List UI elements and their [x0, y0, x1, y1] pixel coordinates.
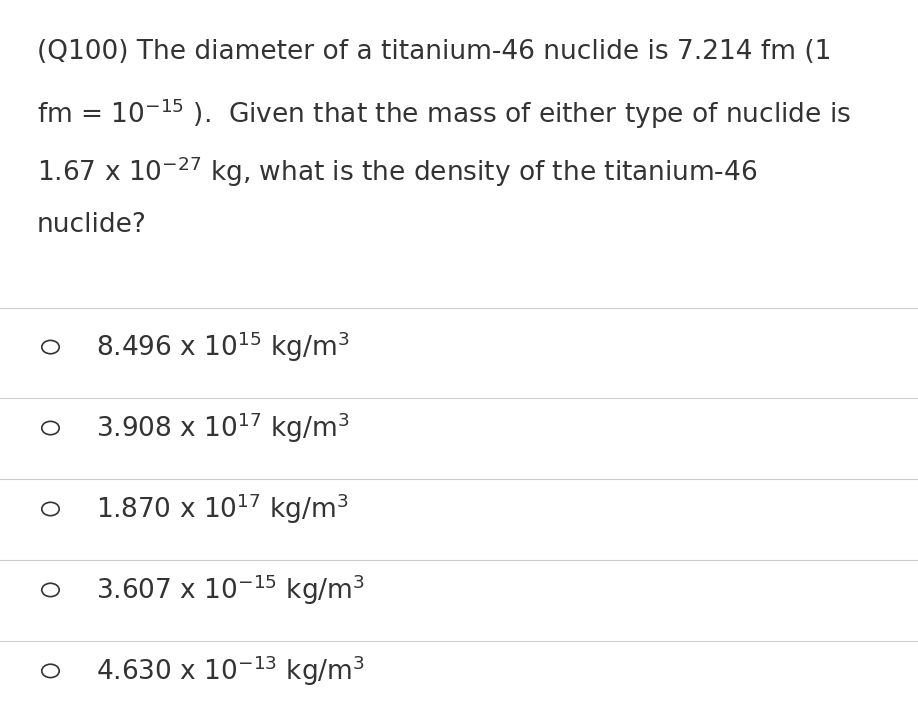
Text: 1.67 x 10$^{-27}$ kg, what is the density of the titanium-46: 1.67 x 10$^{-27}$ kg, what is the densit…: [37, 154, 757, 189]
Text: 3.908 x 10$^{17}$ kg/m$^{3}$: 3.908 x 10$^{17}$ kg/m$^{3}$: [96, 410, 350, 445]
Text: 1.870 x 10$^{17}$ kg/m$^{3}$: 1.870 x 10$^{17}$ kg/m$^{3}$: [96, 491, 349, 526]
Text: (Q100) The diameter of a titanium-46 nuclide is 7.214 fm (1: (Q100) The diameter of a titanium-46 nuc…: [37, 39, 831, 65]
Text: 8.496 x 10$^{15}$ kg/m$^{3}$: 8.496 x 10$^{15}$ kg/m$^{3}$: [96, 329, 350, 364]
Text: 3.607 x 10$^{-15}$ kg/m$^{3}$: 3.607 x 10$^{-15}$ kg/m$^{3}$: [96, 572, 365, 607]
Text: fm = 10$^{-15}$ ).  Given that the mass of either type of nuclide is: fm = 10$^{-15}$ ). Given that the mass o…: [37, 96, 851, 131]
Text: nuclide?: nuclide?: [37, 212, 147, 238]
Text: 4.630 x 10$^{-13}$ kg/m$^{3}$: 4.630 x 10$^{-13}$ kg/m$^{3}$: [96, 653, 365, 688]
